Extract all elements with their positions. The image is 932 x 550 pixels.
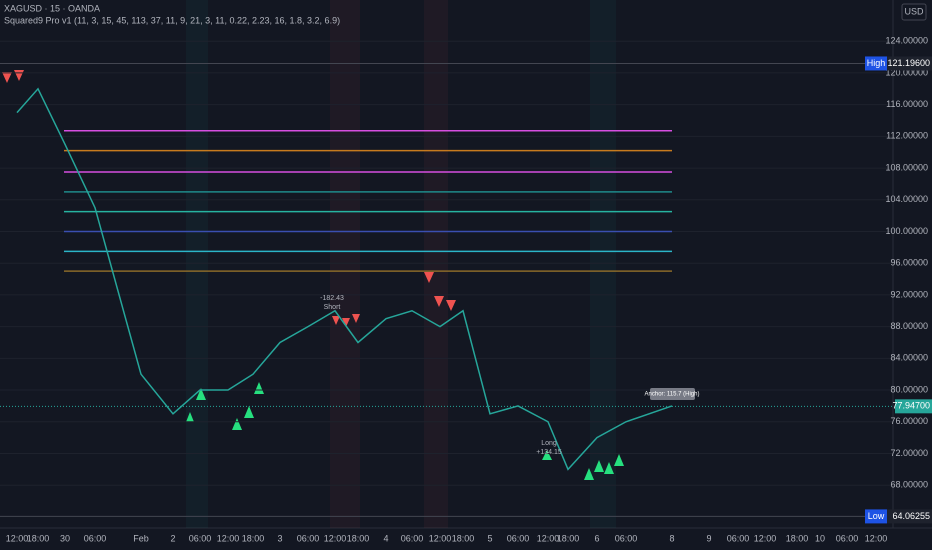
x-tick-label: 06:00 [401,533,424,543]
currency[interactable]: USD [904,6,924,16]
y-tick-label: 100.00000 [885,226,928,236]
low-label-tag [865,509,887,524]
last-price: 77.94700 [892,401,930,411]
x-tick-label: 18:00 [347,533,370,543]
x-tick-label: 18:00 [452,533,475,543]
y-tick-label: 88.00000 [890,321,928,331]
y-tick-label: 96.00000 [890,258,928,268]
band [186,0,208,528]
y-tick-label: 80.00000 [890,384,928,394]
annotation: -182.43 [320,295,344,302]
x-tick-label: 18:00 [27,533,50,543]
indicator-label: Squared9 Pro v1 (11, 3, 15, 45, 113, 37,… [4,15,340,25]
y-tick-label: 120.00000 [885,67,928,77]
x-tick-label: 12:00 [324,533,347,543]
x-tick-label: 12:00 [217,533,240,543]
low-label: Low [868,511,885,521]
high-tag [887,56,932,71]
x-tick-label: 10 [815,533,825,543]
x-tick-label: 12:00 [429,533,452,543]
y-tick-label: 108.00000 [885,162,928,172]
currency-button[interactable] [901,3,927,21]
x-tick-label: 12:00 [6,533,29,543]
y-tick-label: 124.00000 [885,36,928,46]
y-tick-label: 76.00000 [890,416,928,426]
band [424,0,448,528]
anchor-tag [650,388,695,400]
y-tick-label: 104.00000 [885,194,928,204]
high-label: High [867,58,886,68]
low-tag [887,509,932,524]
x-tick-label: 12:00 [865,533,888,543]
x-tick-label: 30 [60,533,70,543]
chart-title: XAGUSD · 15 · OANDA [4,3,100,13]
x-tick-label: 2 [170,533,175,543]
annotation: +134.15 [536,449,562,456]
x-tick-label: 06:00 [727,533,750,543]
x-tick-label: 6 [594,533,599,543]
x-tick-label: 06:00 [615,533,638,543]
x-tick-label: 12:00 [754,533,777,543]
x-tick-label: 9 [706,533,711,543]
x-tick-label: 18:00 [557,533,580,543]
y-tick-label: 84.00000 [890,353,928,363]
x-tick-label: 4 [383,533,388,543]
y-tick-label: 72.00000 [890,448,928,458]
y-tick-label: 68.00000 [890,480,928,490]
x-tick-label: 18:00 [242,533,265,543]
high-label-tag [865,56,887,71]
session-bands [186,0,616,528]
annotation: Short [324,304,341,311]
x-tick-label: 06:00 [84,533,107,543]
y-tick-label: 92.00000 [890,289,928,299]
annotation: Anchor: 115.7 (High) [645,392,700,398]
band [330,0,360,528]
price-line [16,87,673,471]
annotation: Long [541,440,557,447]
y-tick-label: 116.00000 [886,99,928,109]
x-tick-label: 06:00 [297,533,320,543]
x-tick-label: 8 [669,533,674,543]
x-tick-label: 12:00 [537,533,560,543]
x-tick-label: 18:00 [786,533,809,543]
x-tick-label: 3 [277,533,282,543]
high-value: 121.19600 [887,58,930,68]
x-tick-label: 06:00 [189,533,212,543]
last-price-tag [895,399,932,414]
x-tick-label: 5 [487,533,492,543]
low-value: 64.06255 [892,511,930,521]
x-tick-label: 06:00 [836,533,859,543]
band [590,0,616,528]
x-tick-label: Feb [133,533,149,543]
x-tick-label: 06:00 [507,533,530,543]
y-tick-label: 112.00000 [886,131,928,141]
